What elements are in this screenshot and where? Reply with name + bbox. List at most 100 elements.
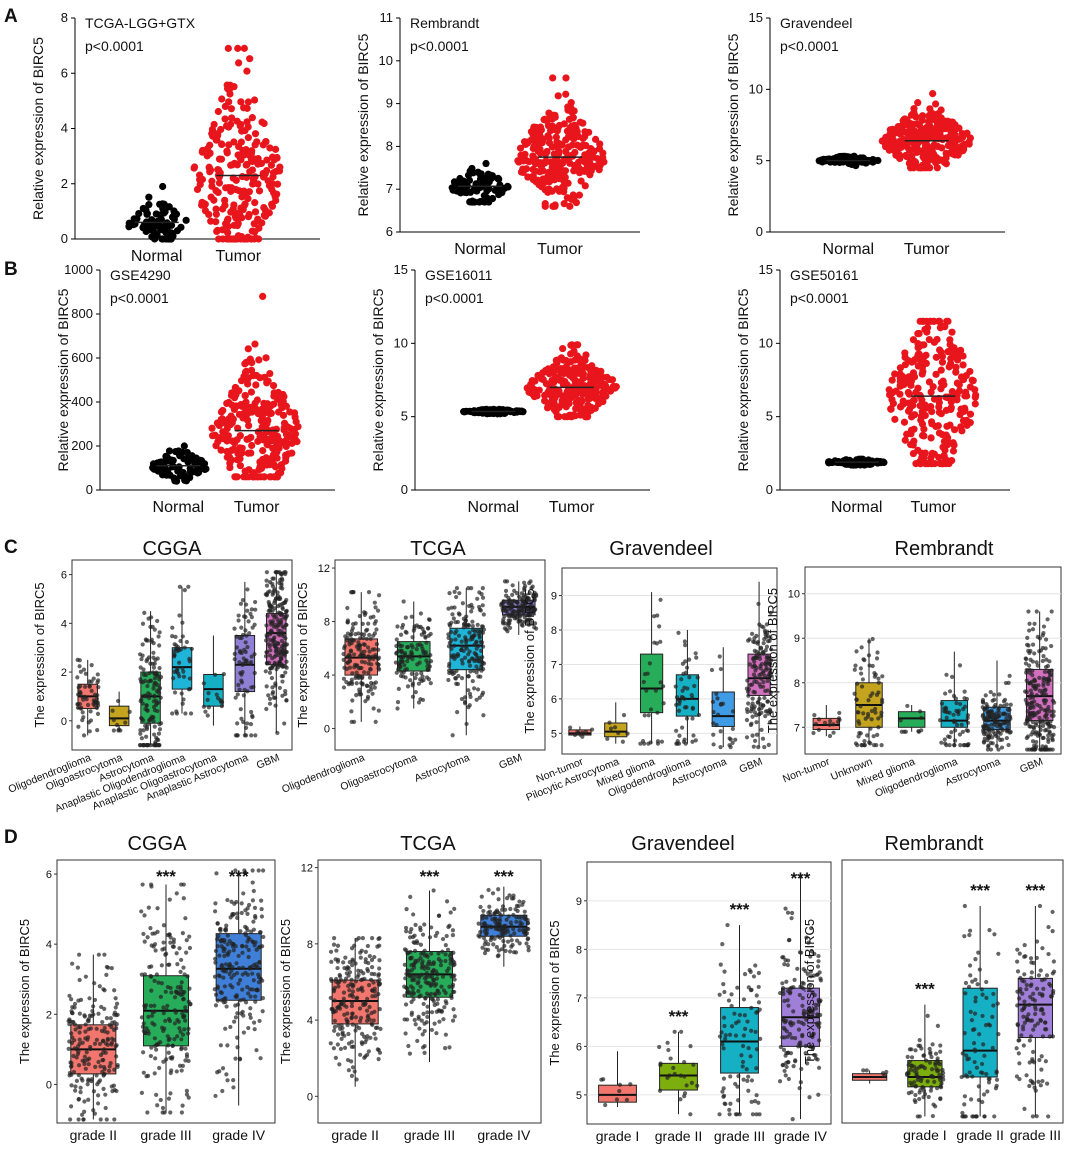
- jitter-point: [873, 706, 878, 712]
- data-point: [968, 376, 976, 384]
- jitter-point: [472, 686, 477, 691]
- jitter-point: [160, 1110, 165, 1115]
- data-point: [218, 415, 226, 423]
- jitter-point: [183, 916, 188, 921]
- data-point: [255, 187, 264, 195]
- jitter-point: [480, 585, 485, 591]
- data-point: [936, 346, 944, 354]
- data-point: [934, 422, 942, 430]
- jitter-point: [186, 584, 191, 589]
- jitter-point: [365, 943, 370, 949]
- jitter-point: [181, 697, 186, 702]
- jitter-point: [608, 726, 614, 731]
- jitter-point: [1005, 728, 1011, 733]
- jitter-point: [414, 647, 419, 652]
- data-point: [535, 180, 543, 189]
- jitter-point: [247, 966, 253, 971]
- jitter-point: [939, 740, 944, 745]
- jitter-point: [696, 712, 702, 718]
- jitter-point: [683, 741, 688, 746]
- data-point: [282, 421, 290, 430]
- data-point: [125, 219, 133, 227]
- jitter-point: [363, 699, 368, 704]
- jitter-point: [1023, 656, 1028, 661]
- jitter-point: [730, 726, 735, 731]
- data-point: [273, 180, 282, 188]
- jitter-point: [184, 639, 189, 645]
- jitter-point: [475, 687, 481, 692]
- jitter-point: [77, 1041, 82, 1046]
- jitter-point: [77, 1030, 82, 1035]
- data-point: [250, 96, 259, 104]
- jitter-point: [141, 1070, 146, 1075]
- data-point: [235, 187, 243, 195]
- jitter-point: [1045, 721, 1051, 726]
- jitter-point: [880, 674, 885, 679]
- jitter-point: [762, 745, 767, 750]
- data-point: [135, 209, 143, 218]
- jitter-point: [76, 1063, 82, 1068]
- data-point: [560, 200, 568, 208]
- data-point: [251, 340, 259, 348]
- data-point: [145, 193, 153, 201]
- data-point: [923, 324, 932, 332]
- jitter-point: [866, 698, 871, 703]
- jitter-point: [163, 1018, 168, 1023]
- data-point: [263, 156, 271, 164]
- data-point: [576, 411, 584, 419]
- data-point: [267, 409, 275, 417]
- jitter-point: [277, 595, 282, 600]
- jitter-point: [447, 590, 452, 596]
- jitter-point: [258, 1056, 263, 1061]
- jitter-point: [146, 616, 151, 621]
- jitter-point: [953, 728, 958, 733]
- data-point: [908, 413, 916, 421]
- jitter-point: [750, 733, 755, 738]
- jitter-point: [919, 715, 924, 720]
- jitter-point: [96, 1011, 101, 1016]
- jitter-point: [478, 608, 483, 613]
- jitter-point: [187, 934, 192, 939]
- data-point: [277, 400, 285, 408]
- jitter-point: [653, 688, 658, 693]
- y-tick-label: 8: [386, 138, 393, 153]
- jitter-point: [114, 1001, 120, 1006]
- jitter-point: [475, 596, 480, 601]
- data-point: [243, 435, 251, 443]
- jitter-point: [149, 884, 154, 889]
- jitter-point: [690, 695, 695, 701]
- jitter-point: [139, 657, 144, 662]
- jitter-point: [172, 995, 178, 1000]
- jitter-point: [96, 678, 101, 683]
- jitter-point: [870, 636, 875, 642]
- data-point: [484, 170, 492, 178]
- jitter-point: [175, 962, 180, 967]
- jitter-point: [876, 676, 881, 681]
- data-point: [937, 114, 945, 122]
- jitter-point: [480, 603, 485, 608]
- jitter-point: [259, 898, 264, 903]
- jitter-point: [473, 640, 479, 645]
- jitter-point: [1045, 663, 1051, 669]
- jitter-point: [283, 616, 288, 621]
- data-point: [592, 389, 600, 397]
- data-point: [217, 125, 225, 134]
- data-point: [160, 209, 168, 217]
- data-point: [244, 195, 252, 203]
- jitter-point: [186, 999, 191, 1004]
- dataset-title: GSE50161: [790, 267, 859, 283]
- data-point: [482, 159, 490, 168]
- jitter-point: [733, 737, 738, 742]
- jitter-point: [357, 687, 362, 692]
- jitter-point: [869, 717, 874, 722]
- x-tick-label: Tumor: [911, 499, 957, 516]
- jitter-point: [74, 1078, 79, 1084]
- dataset-title: Rembrandt: [410, 15, 479, 31]
- jitter-point: [152, 627, 157, 632]
- data-point: [273, 454, 281, 462]
- jitter-point: [215, 1070, 220, 1075]
- jitter-point: [416, 624, 421, 630]
- jitter-point: [480, 595, 486, 600]
- jitter-point: [249, 685, 254, 690]
- jitter-point: [419, 643, 424, 649]
